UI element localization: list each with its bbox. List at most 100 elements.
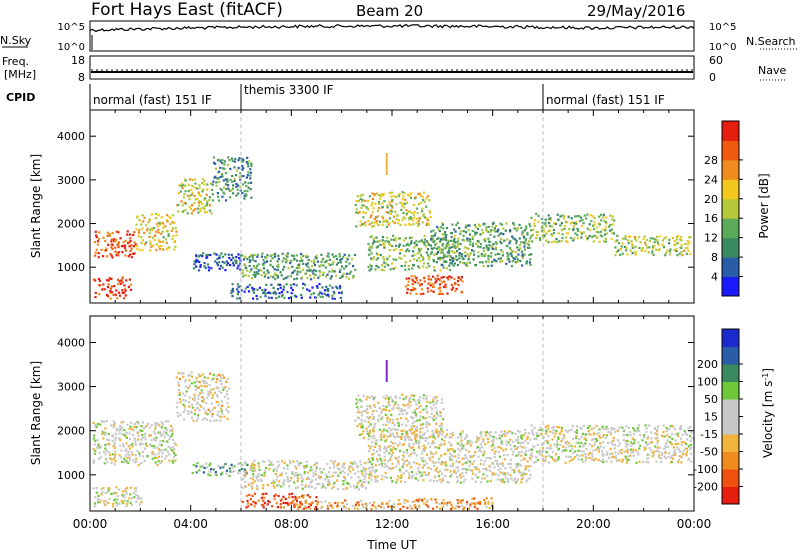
scatter-cell xyxy=(404,404,407,407)
scatter-cell xyxy=(109,290,112,293)
scatter-cell xyxy=(417,466,420,470)
scatter-cell xyxy=(396,407,399,410)
scatter-cell xyxy=(417,247,421,250)
scatter-cell xyxy=(282,501,285,505)
scatter-cell xyxy=(192,419,195,422)
scatter-cell xyxy=(308,477,311,480)
scatter-cell xyxy=(366,411,369,414)
scatter-cell xyxy=(431,408,434,411)
scatter-cell xyxy=(138,503,141,506)
scatter-cell xyxy=(388,499,391,503)
scatter-cell xyxy=(602,446,605,449)
scatter-cell xyxy=(367,265,370,269)
freq-panel: Freq. [MHz] 18 8 60 0 Nave xyxy=(2,54,786,84)
scatter-cell xyxy=(395,203,398,206)
scatter-cell xyxy=(221,266,224,269)
scatter-cell xyxy=(222,167,225,170)
scatter-cell xyxy=(332,290,335,293)
scatter-cell xyxy=(415,472,418,476)
scatter-cell xyxy=(562,445,565,448)
scatter-cell xyxy=(466,239,469,242)
scatter-cell xyxy=(327,263,330,266)
scatter-cell xyxy=(564,446,567,449)
scatter-cell xyxy=(275,478,278,481)
scatter-cell xyxy=(445,428,449,432)
scatter-cell xyxy=(410,240,413,243)
scatter-cell xyxy=(199,254,202,257)
scatter-cell xyxy=(366,416,369,419)
scatter-cell xyxy=(431,275,435,278)
scatter-cell xyxy=(500,440,503,443)
scatter-cell xyxy=(292,499,295,503)
scatter-cell xyxy=(501,462,504,465)
scatter-cell xyxy=(174,443,177,446)
scatter-cell xyxy=(405,499,408,502)
scatter-cell xyxy=(133,492,136,495)
scatter-cell xyxy=(621,242,624,245)
scatter-cell xyxy=(560,439,563,443)
x-tick-label: 08:00 xyxy=(274,517,309,531)
scatter-cell xyxy=(334,501,337,505)
scatter-cell xyxy=(381,205,384,208)
scatter-cell xyxy=(135,223,138,226)
scatter-cell xyxy=(417,500,420,503)
scatter-cell xyxy=(134,443,137,446)
scatter-cell xyxy=(116,278,120,281)
scatter-cell xyxy=(550,447,553,450)
scatter-cell xyxy=(284,497,287,501)
scatter-cell xyxy=(220,473,223,476)
scatter-cell xyxy=(435,505,439,509)
scatter-cell xyxy=(224,178,227,181)
scatter-cell xyxy=(184,380,187,383)
scatter-cell xyxy=(208,383,211,387)
scatter-cell xyxy=(456,481,459,484)
scatter-cell xyxy=(419,201,423,204)
scatter-cell xyxy=(481,440,485,443)
scatter-cell xyxy=(451,506,454,509)
scatter-cell xyxy=(395,465,398,468)
scatter-cell xyxy=(447,251,451,254)
scatter-cell xyxy=(469,455,472,458)
scatter-cell xyxy=(462,481,465,484)
scatter-cell xyxy=(445,238,448,242)
scatter-cell xyxy=(108,234,111,237)
scatter-cell xyxy=(388,243,391,246)
scatter-cell xyxy=(389,444,392,447)
scatter-cell xyxy=(569,455,572,459)
scatter-cell xyxy=(421,460,424,463)
scatter-cell xyxy=(441,248,444,251)
scatter-cell xyxy=(236,297,239,300)
scatter-cell xyxy=(137,495,140,498)
scatter-cell xyxy=(191,184,194,188)
scatter-cell xyxy=(455,471,458,475)
scatter-cell xyxy=(273,481,276,484)
scatter-cell xyxy=(566,430,569,434)
scatter-cell xyxy=(544,221,547,224)
scatter-cell xyxy=(432,258,435,261)
scatter-cell xyxy=(233,465,236,468)
scatter-cell xyxy=(661,239,664,242)
scatter-cell xyxy=(445,267,448,270)
scatter-cell xyxy=(253,480,256,483)
scatter-cell xyxy=(461,457,464,460)
scatter-cell xyxy=(539,238,542,242)
scatter-cell xyxy=(662,424,665,427)
scatter-cell xyxy=(227,184,230,187)
scatter-cell xyxy=(413,210,416,213)
scatter-cell xyxy=(428,199,431,202)
scatter-cell xyxy=(544,440,547,443)
scatter-cell xyxy=(680,244,683,247)
scatter-cell xyxy=(397,444,400,447)
scatter-cell xyxy=(680,236,683,239)
scatter-cell xyxy=(392,238,395,241)
x-tick-label: 00:00 xyxy=(677,517,712,531)
scatter-cell xyxy=(665,251,668,254)
scatter-cell xyxy=(515,463,518,466)
scatter-cell xyxy=(423,432,426,435)
scatter-cell xyxy=(403,480,406,483)
scatter-cell xyxy=(521,476,524,479)
scatter-cell xyxy=(165,219,168,222)
scatter-cell xyxy=(102,450,106,454)
scatter-cell xyxy=(215,253,218,256)
scatter-cell xyxy=(525,473,528,476)
